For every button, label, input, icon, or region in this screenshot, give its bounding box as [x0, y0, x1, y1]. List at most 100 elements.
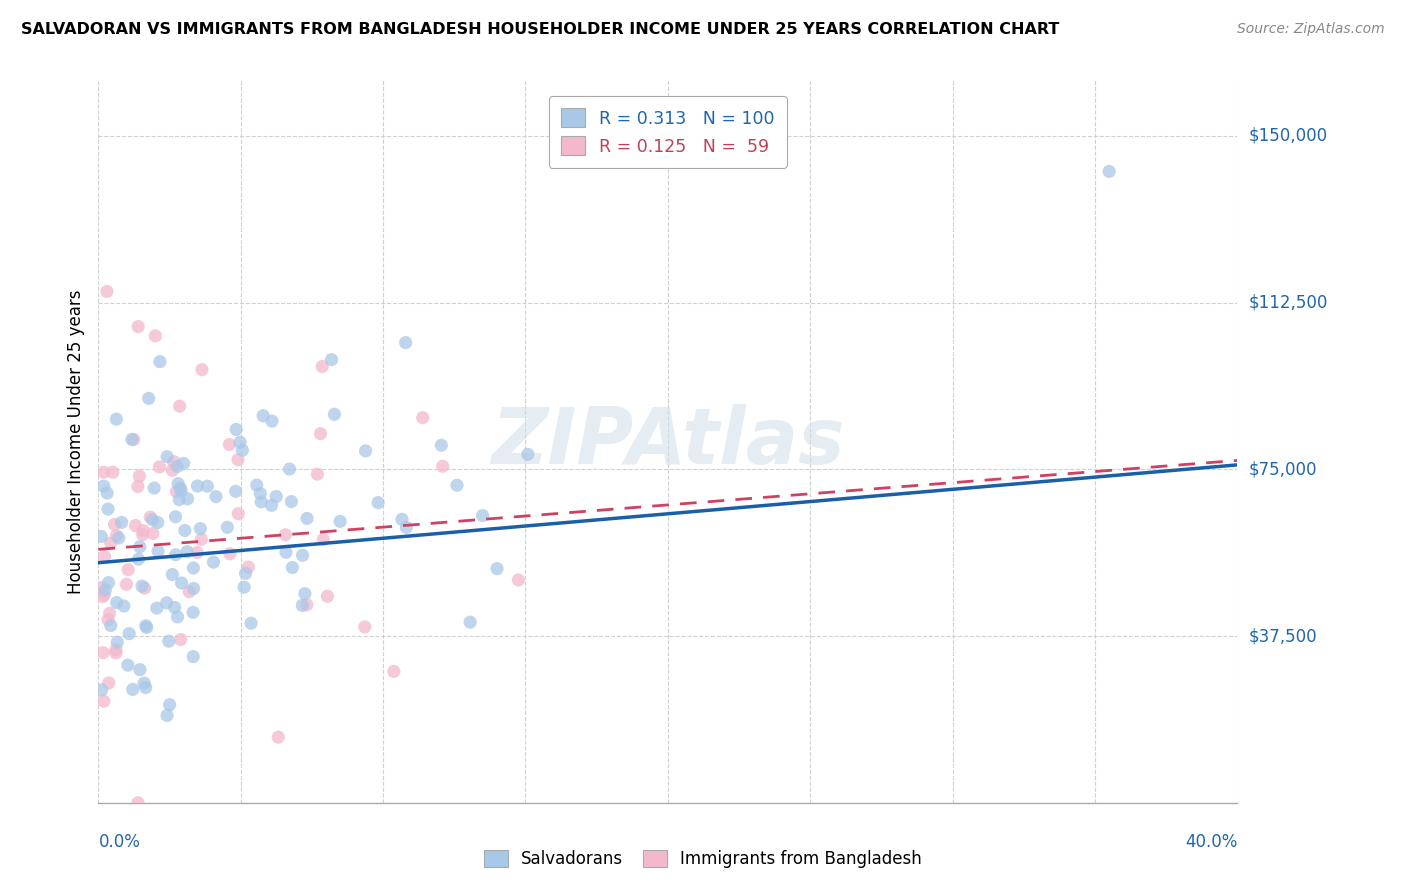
Point — [104, 646, 127, 660]
Point — [162, 567, 184, 582]
Point — [252, 409, 274, 423]
Text: 40.0%: 40.0% — [1185, 833, 1237, 851]
Point — [96, 486, 118, 500]
Point — [238, 560, 260, 574]
Point — [118, 626, 141, 640]
Point — [165, 548, 187, 562]
Point — [127, 479, 149, 493]
Point — [162, 463, 184, 477]
Point — [323, 407, 346, 421]
Point — [458, 615, 481, 630]
Point — [156, 708, 179, 723]
Point — [1098, 164, 1121, 178]
Point — [233, 580, 256, 594]
Point — [202, 555, 225, 569]
Point — [132, 524, 155, 538]
Point — [291, 599, 314, 613]
Point — [229, 435, 252, 450]
Point — [103, 517, 125, 532]
Y-axis label: Householder Income Under 25 years: Householder Income Under 25 years — [66, 289, 84, 594]
Point — [93, 588, 115, 602]
Point — [395, 335, 418, 350]
Point — [274, 545, 297, 559]
Point — [117, 563, 139, 577]
Point — [91, 581, 114, 595]
Point — [91, 646, 114, 660]
Point — [97, 676, 120, 690]
Point — [217, 520, 239, 534]
Point — [246, 478, 269, 492]
Point — [295, 511, 318, 525]
Point — [170, 483, 193, 498]
Point — [124, 518, 146, 533]
Point — [91, 590, 114, 604]
Point — [169, 632, 191, 647]
Point — [93, 549, 115, 564]
Point — [267, 730, 290, 744]
Point — [169, 481, 191, 495]
Legend: Salvadorans, Immigrants from Bangladesh: Salvadorans, Immigrants from Bangladesh — [477, 842, 929, 877]
Point — [90, 682, 112, 697]
Text: $150,000: $150,000 — [1249, 127, 1327, 145]
Point — [170, 576, 193, 591]
Point — [169, 399, 191, 413]
Point — [167, 476, 190, 491]
Point — [105, 528, 128, 542]
Point — [110, 516, 132, 530]
Point — [354, 444, 377, 458]
Text: $75,000: $75,000 — [1249, 460, 1317, 478]
Point — [190, 533, 212, 547]
Point — [191, 362, 214, 376]
Point — [226, 507, 249, 521]
Point — [159, 698, 181, 712]
Point — [205, 490, 228, 504]
Point — [391, 512, 413, 526]
Point — [127, 796, 149, 810]
Point — [195, 479, 218, 493]
Point — [131, 527, 153, 541]
Point — [173, 524, 195, 538]
Point — [112, 599, 135, 613]
Point — [316, 589, 339, 603]
Point — [93, 479, 115, 493]
Point — [135, 681, 157, 695]
Point — [156, 450, 179, 464]
Point — [105, 596, 128, 610]
Point — [134, 581, 156, 595]
Point — [97, 575, 120, 590]
Point — [157, 634, 180, 648]
Point — [166, 459, 188, 474]
Point — [156, 596, 179, 610]
Text: 0.0%: 0.0% — [98, 833, 141, 851]
Point — [127, 319, 149, 334]
Point — [329, 514, 352, 528]
Point — [146, 544, 169, 558]
Point — [105, 412, 128, 426]
Point — [432, 459, 454, 474]
Point — [115, 577, 138, 591]
Point — [274, 527, 297, 541]
Point — [295, 598, 318, 612]
Point — [312, 533, 335, 547]
Point — [188, 522, 211, 536]
Point — [186, 545, 208, 559]
Point — [141, 513, 163, 527]
Point — [94, 582, 117, 597]
Point — [121, 682, 143, 697]
Point — [181, 649, 204, 664]
Point — [395, 520, 418, 534]
Point — [135, 620, 157, 634]
Point — [108, 531, 131, 545]
Point — [138, 392, 160, 406]
Point — [93, 694, 115, 708]
Point — [179, 584, 201, 599]
Point — [128, 469, 150, 483]
Point — [149, 354, 172, 368]
Point — [163, 455, 186, 469]
Point — [122, 433, 145, 447]
Point — [167, 492, 190, 507]
Point — [117, 658, 139, 673]
Text: $37,500: $37,500 — [1249, 627, 1317, 645]
Point — [225, 422, 247, 436]
Point — [471, 508, 494, 523]
